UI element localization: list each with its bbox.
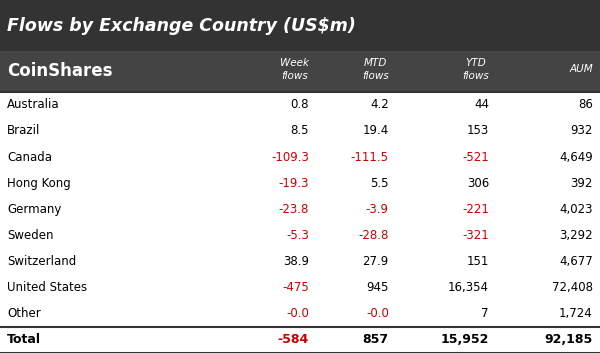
Text: 4,677: 4,677 xyxy=(559,255,593,268)
Text: 857: 857 xyxy=(362,334,389,346)
Text: -0.0: -0.0 xyxy=(366,307,389,320)
Text: Sweden: Sweden xyxy=(7,229,54,242)
Text: 4.2: 4.2 xyxy=(370,98,389,111)
Text: -19.3: -19.3 xyxy=(278,177,309,190)
Text: -584: -584 xyxy=(278,334,309,346)
Text: 38.9: 38.9 xyxy=(283,255,309,268)
Text: 945: 945 xyxy=(367,281,389,294)
Text: Canada: Canada xyxy=(7,151,52,163)
Text: 4,649: 4,649 xyxy=(559,151,593,163)
Text: CoinShares: CoinShares xyxy=(7,62,113,80)
Text: 5.5: 5.5 xyxy=(370,177,389,190)
Text: -0.0: -0.0 xyxy=(286,307,309,320)
FancyBboxPatch shape xyxy=(0,51,600,92)
Text: Germany: Germany xyxy=(7,203,62,216)
Text: 44: 44 xyxy=(474,98,489,111)
FancyBboxPatch shape xyxy=(0,0,600,51)
Text: 8.5: 8.5 xyxy=(290,125,309,137)
Text: 27.9: 27.9 xyxy=(362,255,389,268)
Text: 86: 86 xyxy=(578,98,593,111)
Text: -321: -321 xyxy=(462,229,489,242)
Text: 92,185: 92,185 xyxy=(545,334,593,346)
Text: YTD
flows: YTD flows xyxy=(462,58,489,80)
Text: -109.3: -109.3 xyxy=(271,151,309,163)
Text: 7: 7 xyxy=(481,307,489,320)
Text: -521: -521 xyxy=(462,151,489,163)
Text: MTD
flows: MTD flows xyxy=(362,58,389,80)
Text: Australia: Australia xyxy=(7,98,60,111)
Text: -3.9: -3.9 xyxy=(366,203,389,216)
Text: -23.8: -23.8 xyxy=(278,203,309,216)
Text: 306: 306 xyxy=(467,177,489,190)
Text: Flows by Exchange Country (US$m): Flows by Exchange Country (US$m) xyxy=(7,17,356,35)
Text: 932: 932 xyxy=(571,125,593,137)
Text: -475: -475 xyxy=(282,281,309,294)
Text: 19.4: 19.4 xyxy=(362,125,389,137)
Text: Hong Kong: Hong Kong xyxy=(7,177,71,190)
Text: 153: 153 xyxy=(467,125,489,137)
Text: 3,292: 3,292 xyxy=(559,229,593,242)
Text: -28.8: -28.8 xyxy=(358,229,389,242)
Text: 0.8: 0.8 xyxy=(290,98,309,111)
Text: AUM: AUM xyxy=(569,65,593,74)
Text: 16,354: 16,354 xyxy=(448,281,489,294)
Text: 4,023: 4,023 xyxy=(559,203,593,216)
Text: -5.3: -5.3 xyxy=(286,229,309,242)
Text: Week
flows: Week flows xyxy=(280,58,309,80)
Text: Total: Total xyxy=(7,334,41,346)
Text: 151: 151 xyxy=(467,255,489,268)
Text: -111.5: -111.5 xyxy=(351,151,389,163)
Text: United States: United States xyxy=(7,281,88,294)
Text: 1,724: 1,724 xyxy=(559,307,593,320)
Text: Other: Other xyxy=(7,307,41,320)
Text: Switzerland: Switzerland xyxy=(7,255,76,268)
Text: -221: -221 xyxy=(462,203,489,216)
Text: Brazil: Brazil xyxy=(7,125,41,137)
Text: 392: 392 xyxy=(571,177,593,190)
Text: 15,952: 15,952 xyxy=(440,334,489,346)
Text: 72,408: 72,408 xyxy=(552,281,593,294)
